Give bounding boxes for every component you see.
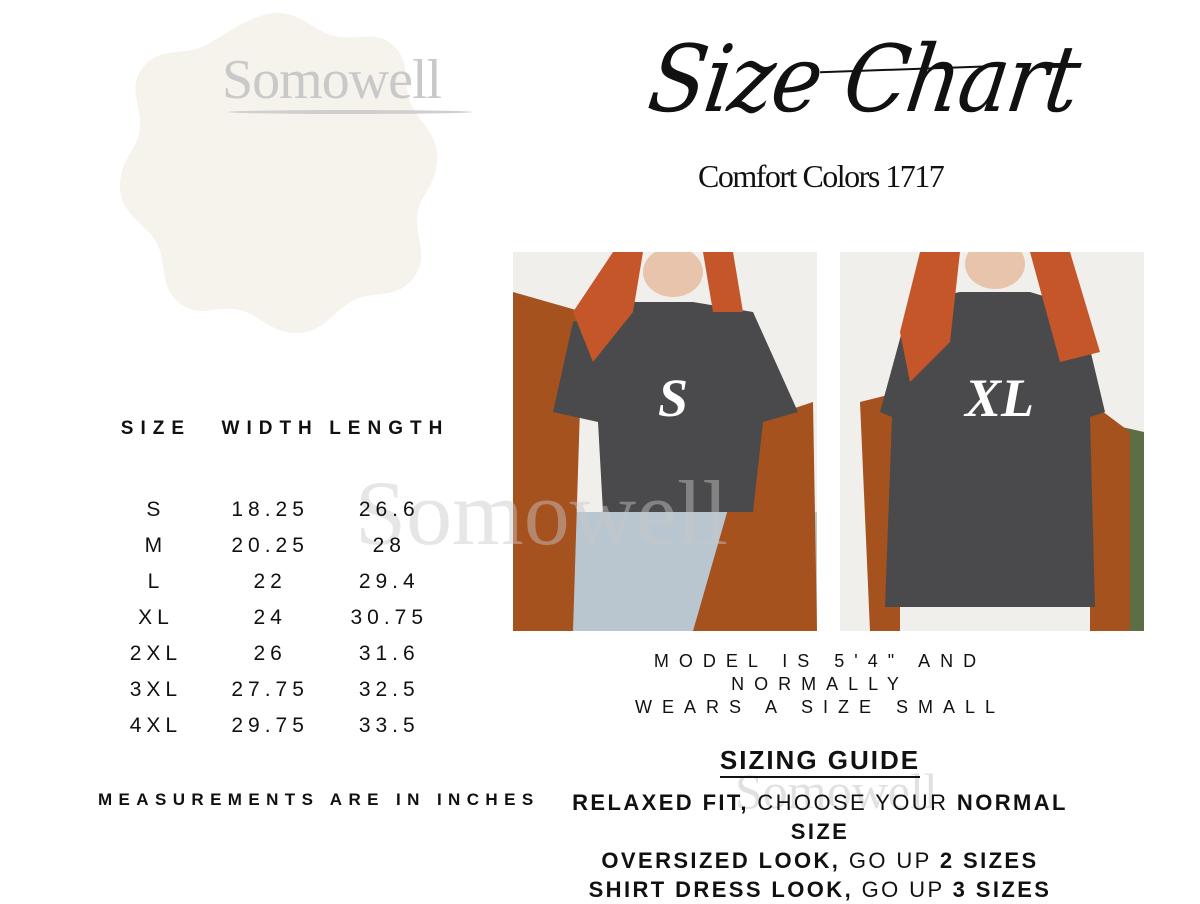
header-width: WIDTH — [221, 418, 319, 439]
cell-width: 18.25 — [231, 498, 309, 521]
header-length: LENGTH — [329, 418, 450, 439]
brand-logo-underline — [228, 110, 472, 114]
model-note-line-2: WEARS A SIZE SMALL — [634, 697, 1006, 717]
cell-width: 29.75 — [231, 714, 309, 737]
cell-size: 3XL — [129, 678, 183, 701]
cell-size: 4XL — [129, 714, 183, 737]
cell-length: 26.6 — [358, 498, 420, 521]
cell-length: 30.75 — [350, 606, 429, 629]
guide-size: 2 SIZES — [939, 848, 1039, 873]
cell-width: 26 — [253, 642, 287, 665]
table-row: M 20.25 28 — [100, 528, 450, 564]
guide-fit: OVERSIZED LOOK, — [601, 848, 841, 873]
model-note-line-1: MODEL IS 5'4" AND NORMALLY — [653, 651, 987, 694]
table-row: L 22 29.4 — [100, 564, 450, 600]
size-label-xl: XL — [965, 368, 1035, 428]
size-table: SIZE WIDTH LENGTH S 18.25 26.6 M 20.25 28 L 2… — [100, 418, 450, 744]
cell-width: 22 — [253, 570, 287, 593]
table-row: S 18.25 26.6 — [100, 492, 450, 528]
table-row: 2XL 26 31.6 — [100, 636, 450, 672]
cell-size: 2XL — [129, 642, 183, 665]
watermark: Somowell — [355, 462, 729, 564]
table-row: XL 24 30.75 — [100, 600, 450, 636]
guide-line: OVERSIZED LOOK, GO UP 2 SIZES — [540, 846, 1100, 875]
guide-size: NORMAL SIZE — [790, 790, 1068, 844]
cell-size: S — [146, 498, 166, 521]
model-photo-small: S — [513, 252, 817, 631]
model-photo-xl: XL — [840, 252, 1144, 631]
decorative-scalloped-blob — [120, 13, 438, 333]
sizing-guide-title: SIZING GUIDE — [560, 745, 1080, 778]
cell-size: M — [144, 534, 168, 557]
cell-width: 24 — [253, 606, 287, 629]
cell-length: 33.5 — [358, 714, 420, 737]
cell-length: 32.5 — [358, 678, 420, 701]
brand-logo: Somowell — [222, 49, 442, 111]
cell-size: L — [147, 570, 165, 593]
product-subtitle: Comfort Colors 1717 — [698, 158, 945, 194]
sizing-guide: RELAXED FIT, CHOOSE YOUR NORMAL SIZE OVE… — [540, 788, 1100, 904]
cell-length: 29.4 — [358, 570, 420, 593]
watermark: Somowell — [735, 763, 938, 819]
header-size: SIZE — [120, 418, 192, 439]
cell-size: XL — [138, 606, 174, 629]
cell-width: 20.25 — [231, 534, 309, 557]
table-row: 3XL 27.75 32.5 — [100, 672, 450, 708]
guide-text: CHOOSE YOUR — [748, 790, 957, 815]
guide-size: 3 SIZES — [952, 877, 1052, 902]
table-row: 4XL 29.75 33.5 — [100, 708, 450, 744]
page-title: Size Chart — [642, 25, 1086, 133]
model-note: MODEL IS 5'4" AND NORMALLY WEARS A SIZE … — [560, 650, 1080, 719]
guide-line: RELAXED FIT, CHOOSE YOUR NORMAL SIZE — [540, 788, 1100, 846]
sizing-guide-title-text: SIZING GUIDE — [719, 745, 921, 778]
size-label-s: S — [658, 368, 689, 428]
cell-length: 31.6 — [358, 642, 420, 665]
guide-text: GO UP — [853, 877, 953, 902]
guide-text: GO UP — [840, 848, 940, 873]
guide-fit: RELAXED FIT, — [572, 790, 749, 815]
measurement-note: MEASUREMENTS ARE IN INCHES — [98, 790, 540, 809]
guide-fit: SHIRT DRESS LOOK, — [588, 877, 854, 902]
cell-length: 28 — [372, 534, 406, 557]
table-header: SIZE WIDTH LENGTH — [100, 418, 450, 440]
cell-width: 27.75 — [231, 678, 309, 701]
guide-line: SHIRT DRESS LOOK, GO UP 3 SIZES — [540, 875, 1100, 904]
